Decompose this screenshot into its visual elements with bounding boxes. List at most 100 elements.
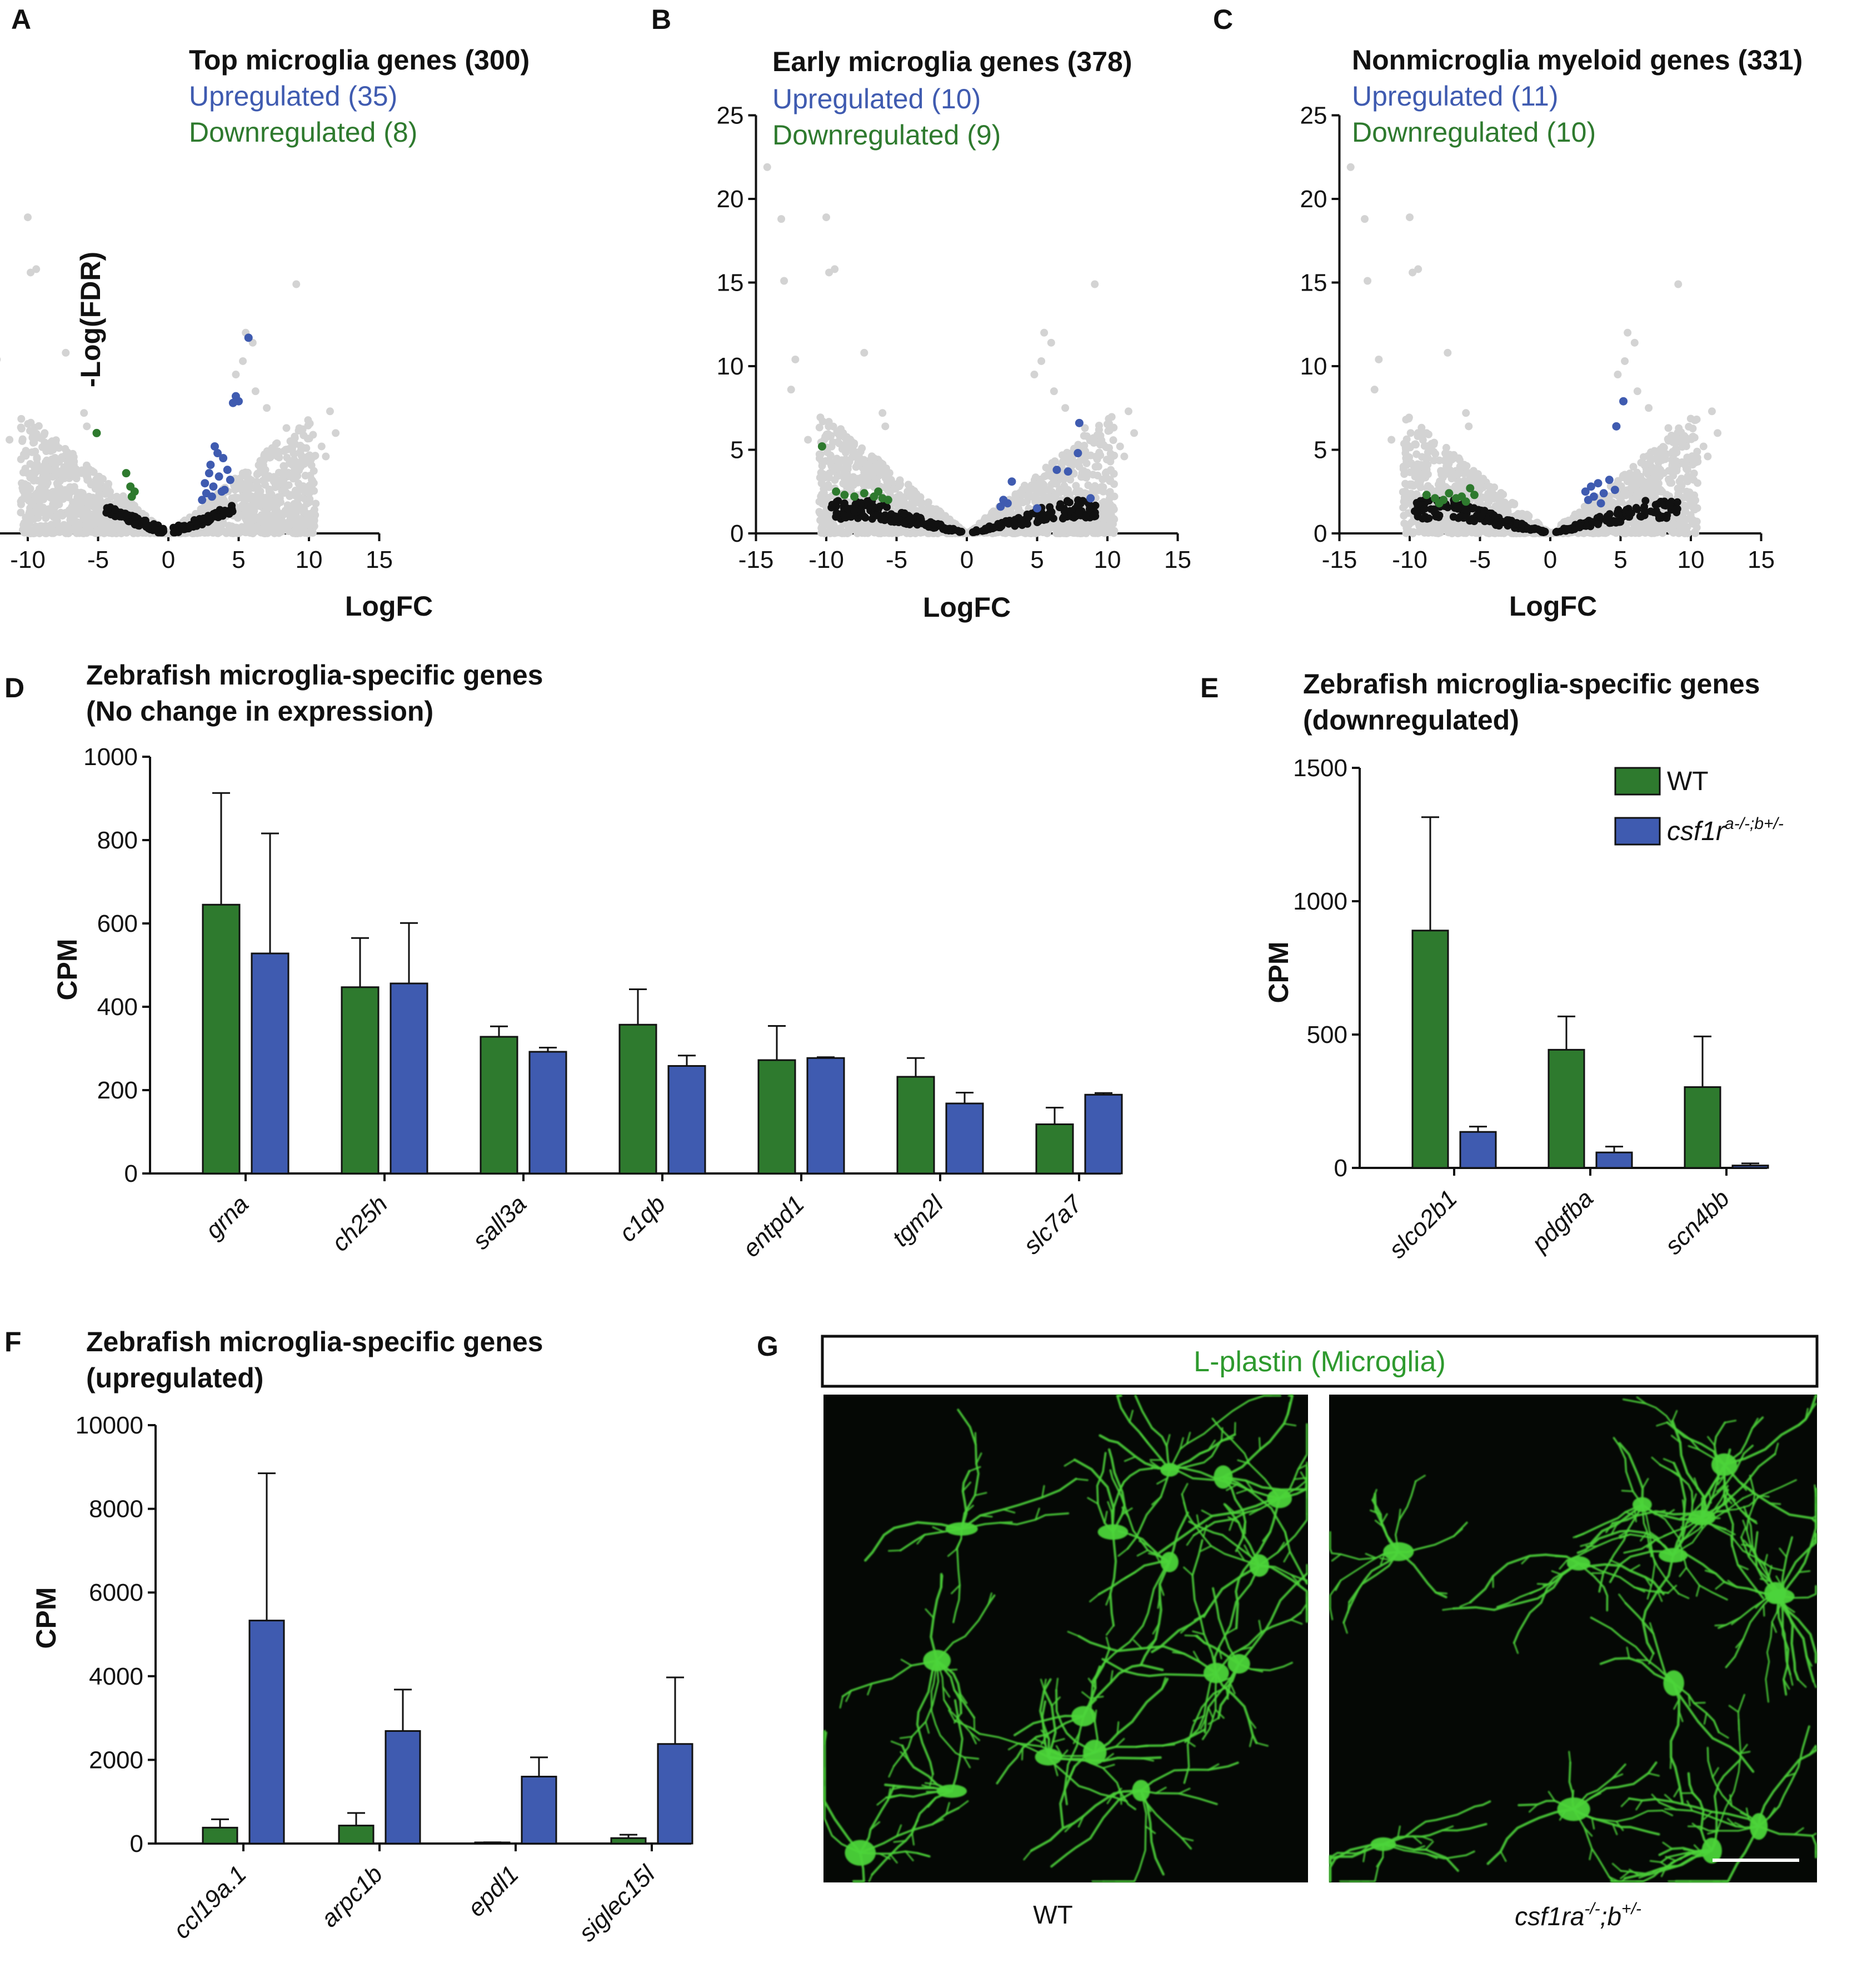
background-gene-point	[27, 268, 35, 277]
nonsignificant-gene-point	[850, 507, 858, 515]
background-gene-point	[847, 526, 855, 534]
downregulated-gene-point	[832, 487, 841, 496]
background-gene-point	[297, 452, 306, 460]
background-gene-point	[114, 523, 122, 531]
background-gene-point	[206, 527, 214, 535]
background-gene-point	[1030, 529, 1039, 537]
background-gene-point	[777, 215, 786, 223]
background-gene-point	[1628, 527, 1636, 535]
background-gene-point	[1019, 485, 1027, 493]
y-tick-label: 5	[730, 437, 743, 464]
background-gene-point	[1100, 498, 1108, 506]
background-gene-point	[1364, 277, 1372, 285]
nonsignificant-gene-point	[1017, 516, 1026, 525]
upregulated-gene-point	[1064, 467, 1072, 476]
background-gene-point	[1056, 485, 1065, 493]
background-gene-point	[257, 465, 265, 473]
background-gene-point	[1416, 483, 1425, 492]
background-gene-point	[816, 516, 825, 525]
background-gene-point	[265, 485, 273, 493]
nonsignificant-gene-point	[843, 504, 852, 512]
x-tick-label: -5	[87, 546, 109, 573]
nonsignificant-gene-point	[150, 525, 158, 533]
background-gene-point	[1130, 429, 1139, 437]
nonsignificant-gene-point	[1059, 515, 1067, 523]
background-gene-point	[242, 523, 251, 531]
background-gene-point	[298, 426, 307, 434]
panel-b-down-label: Downregulated (9)	[772, 119, 1001, 151]
background-gene-point	[845, 457, 853, 466]
background-gene-point	[1030, 371, 1039, 379]
background-gene-point	[1074, 441, 1082, 449]
background-gene-point	[1674, 489, 1683, 498]
background-gene-point	[1102, 456, 1111, 464]
background-gene-point	[1095, 448, 1104, 457]
background-gene-point	[1468, 474, 1476, 483]
background-gene-point	[1072, 488, 1080, 496]
background-gene-point	[213, 521, 221, 529]
background-gene-point	[270, 529, 278, 537]
x-tick-label: 5	[1030, 546, 1044, 573]
background-gene-point	[306, 419, 314, 428]
background-gene-point	[201, 502, 209, 511]
background-gene-point	[293, 529, 302, 537]
upregulated-gene-point	[244, 333, 253, 342]
downregulated-gene-point	[874, 487, 883, 496]
background-gene-point	[1012, 499, 1020, 507]
background-gene-point	[317, 442, 326, 451]
background-gene-point	[1630, 338, 1639, 347]
background-gene-point	[935, 513, 944, 522]
nonsignificant-gene-point	[841, 513, 849, 522]
background-gene-point	[1387, 436, 1396, 444]
background-gene-point	[1406, 468, 1414, 476]
background-gene-point	[17, 423, 25, 432]
background-gene-point	[292, 280, 301, 288]
background-gene-point	[763, 163, 771, 171]
background-gene-point	[296, 493, 304, 502]
background-gene-point	[1648, 529, 1656, 537]
downregulated-gene-point	[850, 492, 859, 501]
background-gene-point	[280, 462, 288, 471]
panel-c-down-label: Downregulated (10)	[1352, 117, 1596, 148]
background-gene-point	[1673, 434, 1681, 442]
background-gene-point	[1704, 452, 1712, 461]
background-gene-point	[85, 465, 93, 473]
background-gene-point	[1693, 415, 1701, 423]
background-gene-point	[840, 442, 848, 451]
background-gene-point	[263, 512, 272, 521]
background-gene-point	[1096, 432, 1105, 440]
background-gene-point	[1065, 526, 1073, 535]
background-gene-point	[83, 422, 91, 431]
background-gene-point	[1053, 527, 1061, 535]
nonsignificant-gene-point	[887, 517, 895, 526]
nonsignificant-gene-point	[111, 506, 119, 515]
background-gene-point	[292, 511, 300, 520]
background-gene-point	[1510, 500, 1519, 508]
background-gene-point	[297, 463, 305, 471]
background-gene-point	[1402, 461, 1411, 469]
x-tick-label: -5	[1469, 546, 1491, 573]
background-gene-point	[1424, 461, 1432, 469]
background-gene-point	[258, 501, 266, 509]
background-gene-point	[822, 213, 830, 222]
background-gene-point	[1436, 521, 1445, 530]
background-gene-point	[106, 527, 114, 536]
background-gene-point	[53, 481, 62, 489]
background-gene-point	[239, 357, 247, 365]
background-gene-point	[301, 527, 309, 536]
background-gene-point	[818, 417, 827, 426]
nonsignificant-gene-point	[1075, 508, 1084, 517]
background-gene-point	[245, 515, 253, 523]
background-gene-point	[1346, 163, 1355, 171]
background-gene-point	[1689, 424, 1697, 433]
upregulated-gene-point	[228, 398, 237, 407]
background-gene-point	[322, 452, 330, 461]
downregulated-gene-point	[883, 496, 892, 505]
background-gene-point	[62, 348, 70, 357]
background-gene-point	[287, 444, 296, 452]
background-gene-point	[247, 506, 255, 515]
background-gene-point	[1091, 280, 1099, 288]
nonsignificant-gene-point	[131, 521, 139, 529]
nonsignificant-gene-point	[1042, 515, 1050, 523]
background-gene-point	[1708, 407, 1716, 416]
